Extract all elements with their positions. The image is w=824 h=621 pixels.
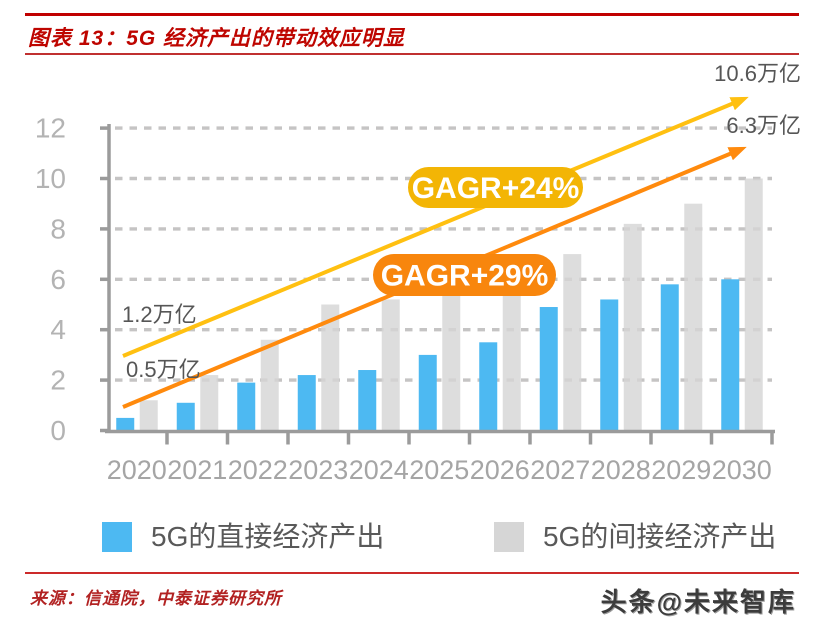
- y-tick-label-2: 2: [50, 365, 66, 396]
- legend-swatch-indirect: [494, 522, 524, 552]
- legend-item-direct: 5G的直接经济产出: [102, 521, 384, 553]
- legend-swatch-direct: [102, 522, 132, 552]
- label-indirect-2030: 10.6万亿: [714, 61, 801, 86]
- y-tick-label-12: 12: [35, 113, 66, 144]
- x-tick-label-2029: 2029: [651, 455, 711, 485]
- bars-direct: [116, 279, 740, 431]
- pill-cagr-indirect: GAGR+24%: [408, 167, 583, 208]
- x-tick-labels: 2020 2021 2022 2023 2024 2025 2026 2027 2028 2029…: [107, 455, 772, 485]
- y-tick-label-0: 0: [50, 415, 66, 446]
- x-tick-label-2024: 2024: [349, 455, 409, 485]
- bar-direct-2027: [539, 307, 558, 431]
- bars-indirect: [139, 178, 763, 431]
- bar-direct-2026: [479, 342, 498, 431]
- watermark-toutiao: 头条@未来智库: [600, 587, 796, 617]
- bar-indirect-2022: [260, 339, 279, 431]
- bar-direct-2025: [418, 354, 437, 431]
- legend-label-direct: 5G的直接经济产出: [151, 521, 385, 552]
- bar-indirect-2028: [623, 223, 642, 431]
- pill-cagr-direct-label: GAGR+29%: [381, 260, 549, 293]
- x-tick-label-2023: 2023: [288, 455, 348, 485]
- bar-indirect-2021: [200, 375, 219, 431]
- legend-item-indirect: 5G的间接经济产出: [494, 521, 776, 553]
- value-annotations: 10.6万亿 6.3万亿 1.2万亿 0.5万亿: [122, 61, 801, 382]
- bar-indirect-2025: [442, 271, 461, 431]
- footer-separator: [25, 572, 799, 574]
- bar-direct-2021: [176, 402, 195, 431]
- y-tick-label-10: 10: [35, 163, 66, 194]
- bar-indirect-2027: [563, 254, 582, 431]
- x-tick-label-2027: 2027: [530, 455, 590, 485]
- x-tick-label-2020: 2020: [107, 455, 167, 485]
- y-tick-label-8: 8: [50, 213, 66, 244]
- x-tick-label-2026: 2026: [470, 455, 530, 485]
- bar-indirect-2029: [684, 203, 703, 431]
- pill-cagr-direct: GAGR+29%: [373, 254, 556, 296]
- bar-direct-2029: [660, 284, 679, 431]
- pill-cagr-indirect-label: GAGR+24%: [412, 172, 580, 205]
- axes: [100, 124, 775, 445]
- bar-direct-2030: [721, 279, 740, 431]
- bar-direct-2020: [116, 417, 135, 431]
- bar-indirect-2026: [502, 264, 521, 431]
- figure-title: 图表 13：5G 经济产出的带动效应明显: [28, 27, 406, 50]
- x-tick-label-2022: 2022: [228, 455, 288, 485]
- title-underline: [25, 53, 799, 55]
- bar-direct-2028: [600, 299, 619, 431]
- bar-indirect-2023: [321, 304, 340, 431]
- source-note: 来源：信通院，中泰证券研究所: [30, 589, 282, 608]
- x-tick-label-2030: 2030: [712, 455, 772, 485]
- bar-direct-2024: [358, 370, 377, 431]
- arrow-indirect-growth: [122, 96, 749, 358]
- bar-direct-2022: [237, 382, 256, 431]
- bar-indirect-2030: [744, 178, 763, 431]
- label-direct-2020: 0.5万亿: [126, 357, 201, 382]
- label-direct-2030: 6.3万亿: [726, 113, 801, 138]
- x-tick-label-2028: 2028: [591, 455, 651, 485]
- x-tick-label-2021: 2021: [167, 455, 227, 485]
- bar-direct-2023: [297, 375, 316, 431]
- legend-label-indirect: 5G的间接经济产出: [543, 521, 777, 552]
- y-tick-label-4: 4: [50, 314, 66, 345]
- bar-indirect-2020: [139, 400, 158, 431]
- y-tick-label-6: 6: [50, 264, 66, 295]
- y-tick-labels: 0 2 4 6 8 10 12: [35, 113, 66, 446]
- bar-indirect-2024: [381, 299, 400, 431]
- top-rule: [25, 13, 799, 16]
- label-indirect-2020: 1.2万亿: [122, 302, 197, 327]
- x-tick-label-2025: 2025: [409, 455, 469, 485]
